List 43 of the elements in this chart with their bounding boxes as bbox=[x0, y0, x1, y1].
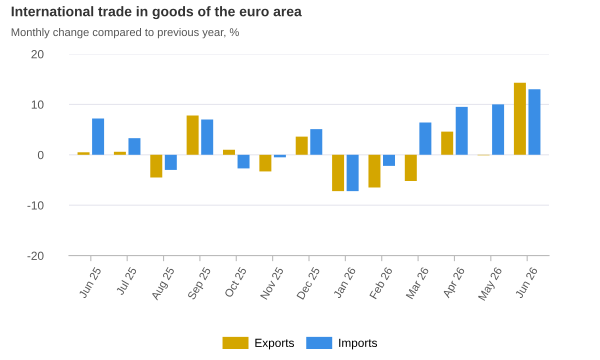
x-tick-label: Apr 26 bbox=[442, 266, 467, 300]
y-tick-label: 10 bbox=[32, 100, 44, 109]
bar bbox=[332, 154, 344, 192]
y-tick-label: -20 bbox=[27, 252, 44, 260]
y-tick-label: -10 bbox=[27, 201, 44, 210]
x-tick-label: Jun 25 bbox=[78, 266, 102, 299]
bar bbox=[150, 154, 162, 178]
bar bbox=[259, 154, 272, 172]
bar bbox=[514, 82, 526, 155]
y-tick-label: 20 bbox=[31, 50, 44, 58]
chart-title: International trade in goods of the euro area bbox=[12, 6, 302, 20]
x-tick-label: Oct 25 bbox=[224, 266, 247, 298]
bar bbox=[404, 154, 417, 182]
bar bbox=[274, 154, 286, 158]
x-tick-label: Feb 26 bbox=[369, 266, 393, 300]
bar bbox=[383, 154, 395, 166]
bar bbox=[114, 152, 126, 155]
x-tick-label: Sep 25 bbox=[187, 266, 213, 302]
x-tick-label: Jan 26 bbox=[332, 266, 356, 299]
x-tick-label: Jul 25 bbox=[115, 266, 137, 296]
bar bbox=[238, 154, 250, 168]
x-tick-label: Dec 25 bbox=[296, 266, 320, 300]
bar bbox=[296, 136, 308, 155]
bar bbox=[223, 150, 235, 155]
bar bbox=[128, 138, 140, 155]
y-tick-label: 0 bbox=[38, 150, 44, 160]
bar bbox=[528, 89, 540, 155]
bar bbox=[368, 154, 380, 188]
bar bbox=[310, 129, 322, 155]
chart-subtitle: Monthly change compared to previous year, % bbox=[12, 28, 239, 38]
bar bbox=[78, 152, 90, 155]
bar bbox=[164, 154, 177, 170]
bar bbox=[92, 118, 104, 155]
bar bbox=[492, 104, 504, 155]
legend-label: Imports bbox=[339, 338, 378, 350]
legend-label: Exports bbox=[255, 338, 294, 350]
bar bbox=[186, 115, 199, 155]
x-tick-label: Jun 26 bbox=[514, 266, 538, 299]
bar bbox=[441, 132, 454, 155]
bar bbox=[419, 122, 432, 155]
bar bbox=[346, 154, 359, 192]
bar bbox=[456, 106, 468, 155]
bar bbox=[201, 120, 214, 155]
